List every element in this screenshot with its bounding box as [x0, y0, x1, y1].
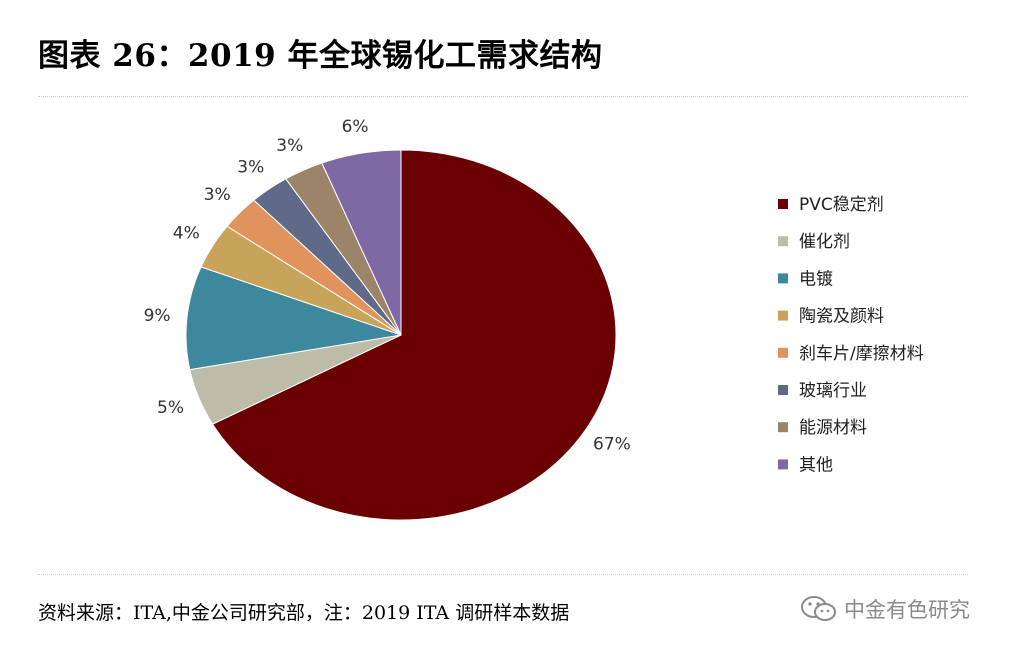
data-label-5: 3%: [237, 158, 264, 178]
wechat-icon: [800, 594, 838, 624]
legend-swatch-4: [778, 347, 788, 358]
data-label-1: 5%: [157, 398, 184, 418]
legend-swatch-5: [778, 385, 788, 395]
source-note: 资料来源：ITA,中金公司研究部，注：2019 ITA 调研样本数据: [38, 602, 570, 624]
data-label-3: 4%: [173, 223, 200, 243]
legend-swatch-2: [778, 273, 788, 284]
legend-swatch-7: [778, 459, 788, 470]
watermark: 中金有色研究: [800, 594, 970, 624]
pie-slice-2: [185, 266, 402, 371]
legend-label-2: 电镀: [799, 269, 833, 289]
legend-label-3: 陶瓷及颜料: [799, 307, 884, 327]
data-label-7: 6%: [342, 117, 369, 137]
bottom-divider: [38, 574, 968, 575]
data-label-2: 9%: [144, 306, 171, 326]
legend-swatch-6: [778, 422, 788, 433]
legend-swatch-3: [778, 310, 788, 321]
legend-swatch-0: [778, 199, 788, 209]
legend-label-1: 催化剂: [799, 232, 850, 252]
legend-label-6: 能源材料: [799, 418, 867, 438]
watermark-text: 中金有色研究: [844, 598, 970, 622]
chart-title: 图表 26：2019 年全球锡化工需求结构: [38, 38, 603, 74]
top-divider: [38, 96, 968, 97]
data-label-0: 67%: [593, 434, 631, 454]
data-label-4: 3%: [204, 185, 231, 205]
pie-slice-7: [321, 149, 402, 336]
legend-label-0: PVC稳定剂: [799, 195, 884, 215]
pie-slice-0: [211, 149, 617, 521]
legend-label-5: 玻璃行业: [799, 381, 867, 401]
legend-label-4: 刹车片/摩擦材料: [799, 344, 924, 364]
legend-label-7: 其他: [799, 455, 833, 475]
legend-swatch-1: [778, 236, 788, 247]
data-label-6: 3%: [276, 136, 303, 156]
